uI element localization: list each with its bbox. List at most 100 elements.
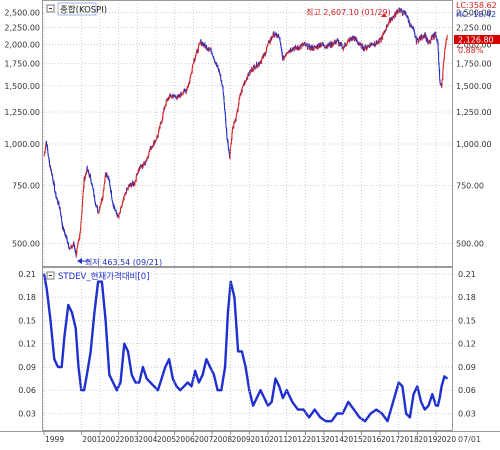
change-percent: 0.88% bbox=[458, 46, 484, 55]
stdev-point bbox=[264, 397, 265, 398]
stdev-point bbox=[71, 312, 72, 313]
x-tick-label: 2014 bbox=[325, 435, 344, 444]
stdev-y-ticks-right: 0.210.180.150.120.090.060.03 bbox=[458, 270, 476, 419]
price-y-tick-label: 500.00 bbox=[12, 240, 40, 249]
stdev-point bbox=[282, 397, 283, 398]
x-tick-label: 2009 bbox=[232, 435, 251, 444]
stdev-point bbox=[139, 382, 140, 383]
stdev-point bbox=[84, 390, 85, 391]
stdev-point bbox=[441, 386, 442, 387]
price-y-tick-label: 1,500.00 bbox=[4, 82, 40, 91]
x-tick-label: 2015 bbox=[344, 435, 363, 444]
stdev-point bbox=[217, 390, 218, 391]
stdev-point bbox=[187, 382, 188, 383]
stdev-point bbox=[86, 374, 87, 375]
stdev-point bbox=[116, 390, 117, 391]
stdev-point bbox=[249, 390, 250, 391]
stdev-point bbox=[387, 421, 388, 422]
info-lc: LC:358.62 bbox=[456, 1, 497, 10]
stdev-point bbox=[68, 304, 69, 305]
x-tick-label: 2004 bbox=[138, 435, 157, 444]
price-y-tick-label: 750.00 bbox=[12, 181, 40, 190]
stdev-point bbox=[331, 421, 332, 422]
stdev-point bbox=[359, 417, 360, 418]
stdev-point bbox=[183, 386, 184, 387]
stdev-point bbox=[109, 374, 110, 375]
x-tick-label: 2008 bbox=[213, 435, 232, 444]
stdev-y-tick-label: 0.15 bbox=[18, 316, 36, 325]
price-y-tick-label-right: 750.00 bbox=[456, 181, 484, 190]
stdev-point bbox=[78, 366, 79, 367]
stdev-point bbox=[238, 351, 239, 352]
min-annotation: 최저 463.54 (09/21) bbox=[85, 257, 162, 267]
stdev-point bbox=[142, 366, 143, 367]
price-y-tick-label-right: 1,750.00 bbox=[456, 60, 492, 69]
stdev-point bbox=[224, 366, 225, 367]
stdev-point bbox=[127, 351, 128, 352]
stdev-point bbox=[336, 413, 337, 414]
price-series-title[interactable]: 종합(KOSPI) bbox=[60, 6, 107, 16]
stdev-y-tick-label: 0.06 bbox=[18, 386, 36, 395]
stdev-point bbox=[325, 421, 326, 422]
stdev-point bbox=[227, 312, 228, 313]
stdev-series-title[interactable]: STDEV_현재가격대비[0] bbox=[58, 271, 150, 282]
stdev-point bbox=[61, 366, 62, 367]
stdev-point bbox=[320, 417, 321, 418]
x-tick-label: 2003 bbox=[120, 435, 139, 444]
stdev-point bbox=[241, 351, 242, 352]
stdev-point bbox=[260, 390, 261, 391]
stdev-point bbox=[256, 397, 257, 398]
stdev-point bbox=[46, 289, 47, 290]
price-y-ticks-left: 2,500.00 2,250.00 2,000.00 1,750.00 1,500.00… bbox=[4, 8, 40, 248]
price-y-tick-label: 2,250.00 bbox=[4, 24, 40, 33]
stdev-point bbox=[195, 370, 196, 371]
stdev-point bbox=[432, 393, 433, 394]
stdev-y-tick-label: 0.03 bbox=[18, 409, 36, 418]
stdev-point bbox=[198, 382, 199, 383]
stdev-point bbox=[54, 359, 55, 360]
x-tick-label: 2010 bbox=[250, 435, 269, 444]
x-tick-label: 2016 bbox=[362, 435, 381, 444]
x-tick-label: 2020 bbox=[437, 435, 456, 444]
price-y-tick-label: 2,000.00 bbox=[4, 40, 40, 49]
stdev-point bbox=[57, 366, 58, 367]
stdev-point bbox=[172, 378, 173, 379]
stdev-point bbox=[444, 376, 445, 377]
stdev-point bbox=[94, 312, 95, 313]
stdev-point bbox=[230, 281, 231, 282]
stdev-point bbox=[308, 417, 309, 418]
stdev-point bbox=[297, 409, 298, 410]
stdev-point bbox=[279, 386, 280, 387]
stdev-point bbox=[213, 374, 214, 375]
x-tick-label: 2012 bbox=[288, 435, 307, 444]
price-y-tick-label-right: 1,500.00 bbox=[456, 82, 492, 91]
stdev-point bbox=[210, 366, 211, 367]
stdev-y-ticks-left: 0.210.180.150.120.090.060.03 bbox=[18, 270, 36, 419]
stdev-point bbox=[370, 413, 371, 414]
stdev-y-tick-label-right: 0.15 bbox=[458, 316, 476, 325]
stdev-point bbox=[180, 390, 181, 391]
stdev-point bbox=[353, 409, 354, 410]
price-y-tick-label: 1,750.00 bbox=[4, 60, 40, 69]
stdev-y-tick-label-right: 0.03 bbox=[458, 409, 476, 418]
stdev-point bbox=[303, 409, 304, 410]
stdev-point bbox=[286, 390, 287, 391]
stdev-point bbox=[392, 401, 393, 402]
price-y-tick-label-right: 1,000.00 bbox=[456, 140, 492, 149]
stdev-y-tick-label: 0.09 bbox=[18, 363, 36, 372]
stdev-y-tick-label-right: 0.12 bbox=[458, 340, 476, 349]
current-value-text: 2,126.80 bbox=[458, 36, 494, 45]
stdev-y-tick-label: 0.21 bbox=[18, 270, 36, 279]
stdev-point bbox=[105, 320, 106, 321]
x-tick-label: 2011 bbox=[269, 435, 288, 444]
stdev-point bbox=[206, 359, 207, 360]
stdev-point bbox=[420, 401, 421, 402]
stdev-point bbox=[376, 409, 377, 410]
x-tick-label: 2017 bbox=[381, 435, 400, 444]
stdev-point bbox=[150, 382, 151, 383]
stdev-point bbox=[234, 297, 235, 298]
stdev-point bbox=[348, 401, 349, 402]
stdev-point bbox=[64, 335, 65, 336]
price-y-tick-label-right: 500.00 bbox=[456, 240, 484, 249]
price-y-tick-label: 2,500.00 bbox=[4, 8, 40, 17]
